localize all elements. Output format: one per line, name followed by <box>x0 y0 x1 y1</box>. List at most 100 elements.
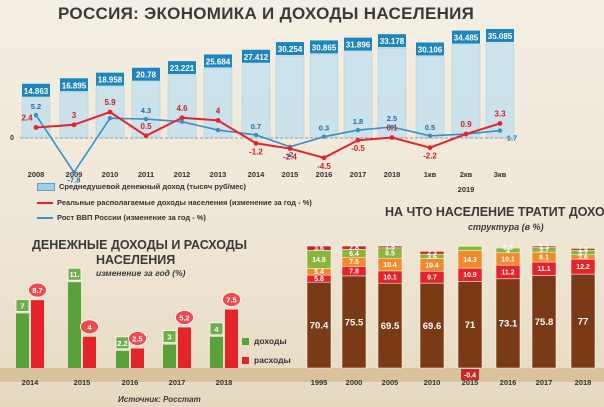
income-value-label: 33.178 <box>380 37 405 46</box>
expense-bar <box>178 327 191 368</box>
income-value-label: 16.895 <box>62 81 87 90</box>
gdp-point <box>71 170 77 175</box>
x-tick-label: 2012 <box>174 170 191 179</box>
legend-real-income-swatch <box>37 202 53 205</box>
stack-value-label: 10.4 <box>383 262 397 269</box>
stack-value-label: 3.6 <box>578 254 588 261</box>
stack-value-label: 3.6 <box>314 246 324 253</box>
stack-segment-s5 <box>531 245 557 248</box>
legend-income-label: Среднедушевой денежный доход (тысяч руб/… <box>59 182 247 191</box>
page-title: РОССИЯ: ЭКОНОМИКА И ДОХОДЫ НАСЕЛЕНИЯ <box>58 4 475 23</box>
x-group-label: 2019 <box>458 185 475 194</box>
negative-value-box <box>461 369 479 380</box>
real-income-point <box>107 109 113 115</box>
gdp-point <box>253 132 259 138</box>
stack-segment-s1 <box>457 281 483 369</box>
x-tick-label: 2008 <box>28 170 45 179</box>
stack-value-label: 0.6 <box>503 245 513 252</box>
income-value-box <box>486 29 514 42</box>
gdp-value-label: 4.3 <box>141 106 151 115</box>
gdp-value-label: 1.7 <box>507 134 517 143</box>
x-tick-label: 2017 <box>536 378 553 387</box>
stack-value-label: 1.5 <box>385 244 395 251</box>
left-legend-income: доходы <box>242 336 287 346</box>
income-value-label: 34.485 <box>454 34 479 43</box>
left-chart-title-line1: ДЕНЕЖНЫЕ ДОХОДЫ И РАСХОДЫ <box>32 238 247 252</box>
stack-segment-s1 <box>495 278 521 369</box>
gdp-value-label: -7.8 <box>68 175 81 184</box>
stack-segment-s5 <box>495 246 521 249</box>
x-tick-label: 3кв <box>494 170 507 179</box>
x-tick-label: 2016 <box>316 170 333 179</box>
stack-value-label: 14.8 <box>312 257 326 264</box>
income-value-label: 4 <box>214 325 219 334</box>
x-tick-label: 2013 <box>210 170 227 179</box>
stack-segment-s5 <box>570 248 596 251</box>
income-bar <box>415 56 445 139</box>
income-value-label: 7 <box>20 301 24 310</box>
stack-value-label: 2.3 <box>427 250 437 257</box>
gdp-point <box>143 116 149 122</box>
stack-value-label: 69.5 <box>381 321 400 332</box>
left-legend-expense-label: расходы <box>254 355 291 365</box>
real-income-point <box>33 125 39 130</box>
real-income-value-label: -2.4 <box>283 153 297 162</box>
stack-value-label: 6.4 <box>349 251 359 258</box>
expense-value-badge <box>175 310 194 325</box>
real-income-value-label: 5.9 <box>104 98 116 107</box>
legend-income: Среднедушевой денежный доход (тысяч руб/… <box>37 182 247 192</box>
income-value-box <box>15 298 30 312</box>
stack-value-label: 8.5 <box>385 250 395 257</box>
expense-value-badge <box>128 331 147 346</box>
x-tick-label: 2005 <box>382 378 399 387</box>
stack-value-label: 3.7 <box>578 250 588 257</box>
stack-value-label: 73.1 <box>499 319 518 330</box>
real-income-value-label: -0.5 <box>351 144 365 153</box>
income-value-box <box>67 267 82 281</box>
real-income-point <box>427 145 433 151</box>
real-income-point <box>355 137 361 143</box>
income-value-box <box>242 49 270 63</box>
real-income-point <box>321 155 327 161</box>
stack-value-label: 4 <box>506 248 510 255</box>
left-legend-income-label: доходы <box>254 336 287 346</box>
gdp-point <box>389 124 395 130</box>
left-chart-caption: изменение за год (%) <box>96 268 186 278</box>
real-income-value-label: -1.2 <box>249 147 263 156</box>
real-income-point <box>497 121 503 126</box>
income-bar <box>241 63 271 139</box>
income-value-box <box>416 42 444 56</box>
stack-value-label: 7.8 <box>349 269 359 276</box>
income-value-box <box>22 83 50 97</box>
real-income-value-label: 4 <box>216 106 221 115</box>
x-tick-label: 2010 <box>102 170 119 179</box>
gdp-point <box>215 127 221 133</box>
income-bar <box>377 47 407 139</box>
x-tick-label: 2000 <box>346 378 363 387</box>
stack-value-label: 3.7 <box>539 247 549 254</box>
stack-value-label: 5.4 <box>314 269 324 276</box>
x-tick-label: 2017 <box>350 170 367 179</box>
income-value-label: 27.412 <box>244 53 269 62</box>
income-bar <box>21 97 51 139</box>
stack-value-label: 10.9 <box>463 272 477 279</box>
stack-value-label: 10.4 <box>425 262 439 269</box>
income-value-box <box>378 34 406 48</box>
stack-value-label: 70.4 <box>310 320 329 331</box>
gdp-value-label: 5.2 <box>31 102 41 111</box>
legend-gdp: Рост ВВП России (изменение за год - %) <box>37 213 206 222</box>
gdp-value-label: 1.8 <box>353 117 363 126</box>
expense-bar <box>131 348 144 368</box>
expense-value-label: 2.5 <box>132 335 142 344</box>
income-value-box <box>204 54 232 68</box>
expense-bar <box>225 309 238 368</box>
left-chart-title-line2: НАСЕЛЕНИЯ <box>96 253 176 267</box>
income-value-box <box>276 42 304 56</box>
right-chart-title: НА ЧТО НАСЕЛЕНИЕ ТРАТИТ ДОХОДЫ <box>385 205 604 219</box>
real-income-point <box>143 133 149 139</box>
stack-value-label: 14.3 <box>463 257 477 264</box>
x-tick-label: 2018 <box>216 378 233 387</box>
stack-value-label: 1.5 <box>578 247 588 254</box>
real-income-point <box>463 131 469 137</box>
stack-value-label: 75.5 <box>345 317 364 328</box>
